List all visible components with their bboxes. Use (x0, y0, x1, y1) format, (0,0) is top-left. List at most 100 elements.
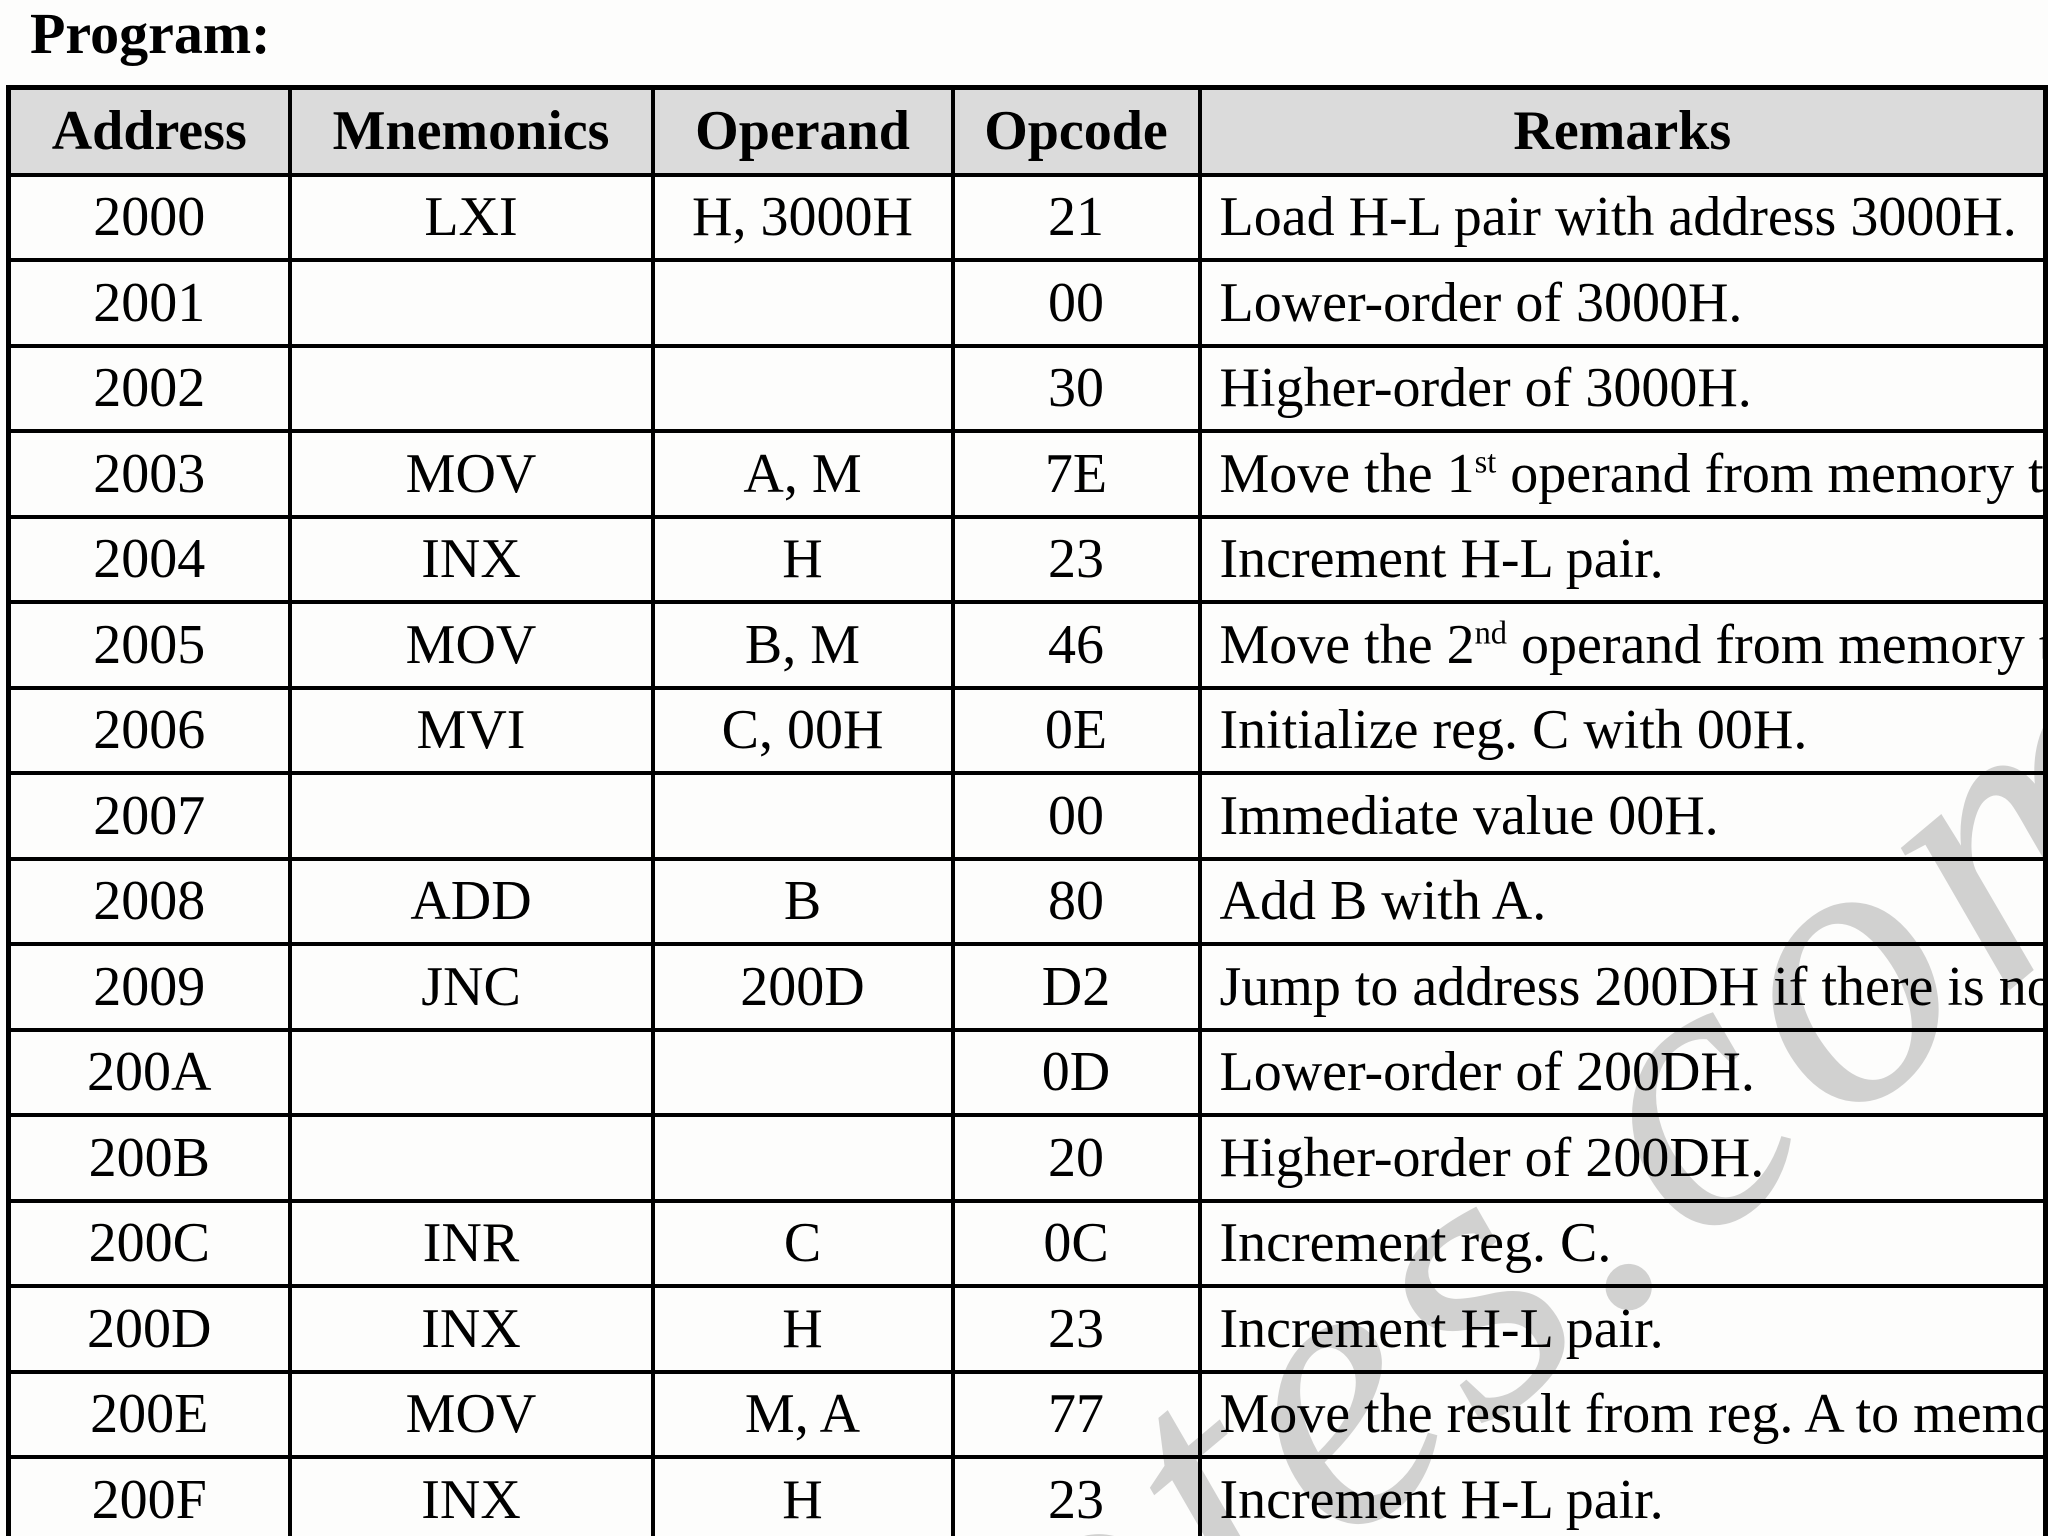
cell-address: 2003 (6, 429, 292, 519)
remark-text: Increment reg. C. (1202, 1211, 2044, 1275)
cell-remarks: Increment H-L pair. (1197, 1455, 2048, 1536)
cell-mnemonic: INX (287, 514, 655, 604)
remark-segment: Lower-order of 200DH. (1219, 1041, 1755, 1104)
table-row: 200F INX H 23 Increment H-L pair. (6, 1455, 2048, 1536)
cell-remarks: Add B with A. (1197, 856, 2048, 946)
remark-text: Add B with A. (1202, 869, 2044, 933)
cell-address: 2008 (6, 856, 292, 946)
cell-address: 2005 (6, 600, 292, 690)
remark-segment: Increment H-L pair. (1219, 528, 1664, 591)
cell-mnemonic: INX (287, 1284, 655, 1374)
header-row: Address Mnemonics Operand Opcode Remarks (6, 85, 2048, 177)
cell-opcode: 23 (950, 514, 1202, 604)
cell-operand: H (650, 1455, 955, 1536)
cell-mnemonic: LXI (287, 172, 655, 262)
table-row: 2009 JNC 200D D2 Jump to address 200DH if th… (6, 942, 2048, 1032)
cell-address: 200E (6, 1369, 292, 1459)
remark-text: Immediate value 00H. (1202, 784, 2044, 848)
table-row: 2008 ADD B 80 Add B with A. (6, 856, 2048, 946)
cell-opcode: 20 (950, 1113, 1202, 1203)
cell-mnemonic (287, 343, 655, 433)
table-row: 2000 LXI H, 3000H 21 Load H-L pair with addr… (6, 172, 2048, 262)
cell-mnemonic: MVI (287, 685, 655, 775)
cell-mnemonic: INX (287, 1455, 655, 1536)
cell-operand (650, 1027, 955, 1117)
cell-opcode: 23 (950, 1284, 1202, 1374)
cell-mnemonic (287, 1027, 655, 1117)
cell-operand: A, M (650, 429, 955, 519)
table-row: 2006 MVI C, 00H 0E Initialize reg. C with 00… (6, 685, 2048, 775)
cell-address: 2006 (6, 685, 292, 775)
cell-address: 2001 (6, 258, 292, 348)
cell-address: 200C (6, 1198, 292, 1288)
cell-remarks: Increment H-L pair. (1197, 1284, 2048, 1374)
remark-segment: Increment H-L pair. (1219, 1297, 1664, 1360)
cell-opcode: 23 (950, 1455, 1202, 1536)
remark-segment: Increment reg. C. (1219, 1212, 1612, 1275)
column-header-opcode: Opcode (950, 85, 1202, 177)
cell-address: 2007 (6, 771, 292, 861)
cell-mnemonic: ADD (287, 856, 655, 946)
cell-mnemonic: INR (287, 1198, 655, 1288)
cell-remarks: Higher-order of 3000H. (1197, 343, 2048, 433)
cell-opcode: 30 (950, 343, 1202, 433)
remark-segment: operand from memory t (1496, 442, 2043, 505)
column-header-mnemonics: Mnemonics (287, 85, 655, 177)
cell-operand: 200D (650, 942, 955, 1032)
remark-segment: Load H-L pair with address 3000H. (1219, 186, 2017, 249)
cell-address: 200D (6, 1284, 292, 1374)
remark-text: Lower-order of 3000H. (1202, 271, 2044, 335)
cell-address: 2000 (6, 172, 292, 262)
cell-opcode: 00 (950, 258, 1202, 348)
remark-segment: Initialize reg. C with 00H. (1219, 699, 1808, 762)
cell-opcode: 46 (950, 600, 1202, 690)
cell-operand: H, 3000H (650, 172, 955, 262)
remark-segment: Higher-order of 200DH. (1219, 1126, 1765, 1189)
remark-segment: Jump to address 200DH if there is no (1219, 955, 2044, 1018)
cell-mnemonic: MOV (287, 1369, 655, 1459)
cell-operand (650, 343, 955, 433)
cell-remarks: Lower-order of 3000H. (1197, 258, 2048, 348)
ordinal-superscript: nd (1474, 615, 1508, 652)
cell-opcode: 00 (950, 771, 1202, 861)
table-row: 2007 00 Immediate value 00H. (6, 771, 2048, 861)
table-row: 2005 MOV B, M 46 Move the 2nd operand from m… (6, 600, 2048, 690)
remark-segment: operand from memory t (1507, 613, 2043, 676)
table-row: 200B 20 Higher-order of 200DH. (6, 1113, 2048, 1203)
cell-operand (650, 771, 955, 861)
cell-mnemonic (287, 1113, 655, 1203)
cell-address: 200F (6, 1455, 292, 1536)
cell-remarks: Jump to address 200DH if there is no (1197, 942, 2048, 1032)
cell-remarks: Load H-L pair with address 3000H. (1197, 172, 2048, 262)
cell-opcode: 0C (950, 1198, 1202, 1288)
cell-address: 2009 (6, 942, 292, 1032)
column-header-operand: Operand (650, 85, 955, 177)
table-row: 2002 30 Higher-order of 3000H. (6, 343, 2048, 433)
cell-opcode: 7E (950, 429, 1202, 519)
cell-address: 2002 (6, 343, 292, 433)
remark-segment: Higher-order of 3000H. (1219, 357, 1752, 420)
remark-segment: Move the 1 (1219, 442, 1475, 505)
remark-text: Higher-order of 200DH. (1202, 1126, 2044, 1190)
remark-text: Increment H-L pair. (1202, 1297, 2044, 1361)
cell-opcode: D2 (950, 942, 1202, 1032)
table-row: 200C INR C 0C Increment reg. C. (6, 1198, 2048, 1288)
remark-segment: Immediate value 00H. (1219, 784, 1719, 847)
cell-opcode: 0E (950, 685, 1202, 775)
remark-text: Increment H-L pair. (1202, 527, 2044, 591)
cell-opcode: 80 (950, 856, 1202, 946)
cell-remarks: Move the 2nd operand from memory t (1197, 600, 2048, 690)
remark-text: Increment H-L pair. (1202, 1468, 2044, 1532)
cell-mnemonic (287, 258, 655, 348)
remark-text: Move the 2nd operand from memory t (1202, 613, 2044, 677)
cell-operand (650, 258, 955, 348)
cell-mnemonic (287, 771, 655, 861)
cell-remarks: Immediate value 00H. (1197, 771, 2048, 861)
remark-segment: Move the 2 (1219, 613, 1475, 676)
remark-text: Move the result from reg. A to memo (1202, 1382, 2044, 1446)
cell-opcode: 21 (950, 172, 1202, 262)
cell-remarks: Higher-order of 200DH. (1197, 1113, 2048, 1203)
program-table: Address Mnemonics Operand Opcode Remarks 200… (6, 85, 2048, 1536)
cell-operand: C (650, 1198, 955, 1288)
